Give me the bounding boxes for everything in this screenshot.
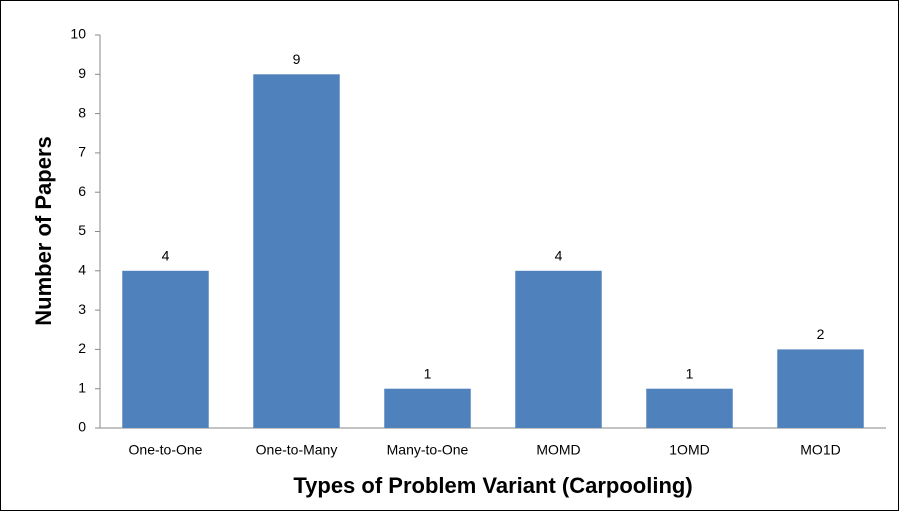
x-tick-label: 1OMD	[669, 442, 709, 458]
bar	[384, 388, 471, 428]
x-tick-label: Many-to-One	[387, 442, 469, 458]
y-axis-title: Number of Papers	[31, 136, 56, 326]
y-tick-label: 6	[78, 183, 86, 199]
y-tick-label: 3	[78, 301, 86, 317]
y-tick-label: 9	[78, 65, 86, 81]
y-tick-label: 1	[78, 379, 86, 395]
data-label: 4	[162, 248, 170, 264]
x-tick-label: One-to-One	[129, 442, 203, 458]
data-label: 1	[686, 365, 694, 381]
y-tick-label: 4	[78, 262, 86, 278]
bar	[253, 74, 340, 429]
x-tick-label: MOMD	[536, 442, 580, 458]
bar	[515, 270, 602, 428]
x-tick-label: MO1D	[800, 442, 840, 458]
x-tick-label: One-to-Many	[256, 442, 338, 458]
y-tick-label: 10	[70, 26, 86, 42]
y-tick-label: 0	[78, 419, 86, 435]
bar	[646, 388, 733, 428]
bar	[777, 349, 864, 428]
data-label: 2	[817, 326, 825, 342]
data-label: 9	[293, 51, 301, 67]
y-tick-label: 2	[78, 340, 86, 356]
y-tick-label: 5	[78, 222, 86, 238]
y-tick-label: 7	[78, 144, 86, 160]
bar	[122, 270, 209, 428]
x-axis-title: Types of Problem Variant (Carpooling)	[293, 473, 692, 498]
data-label: 1	[424, 365, 432, 381]
data-label: 4	[555, 248, 563, 264]
y-tick-label: 8	[78, 104, 86, 120]
